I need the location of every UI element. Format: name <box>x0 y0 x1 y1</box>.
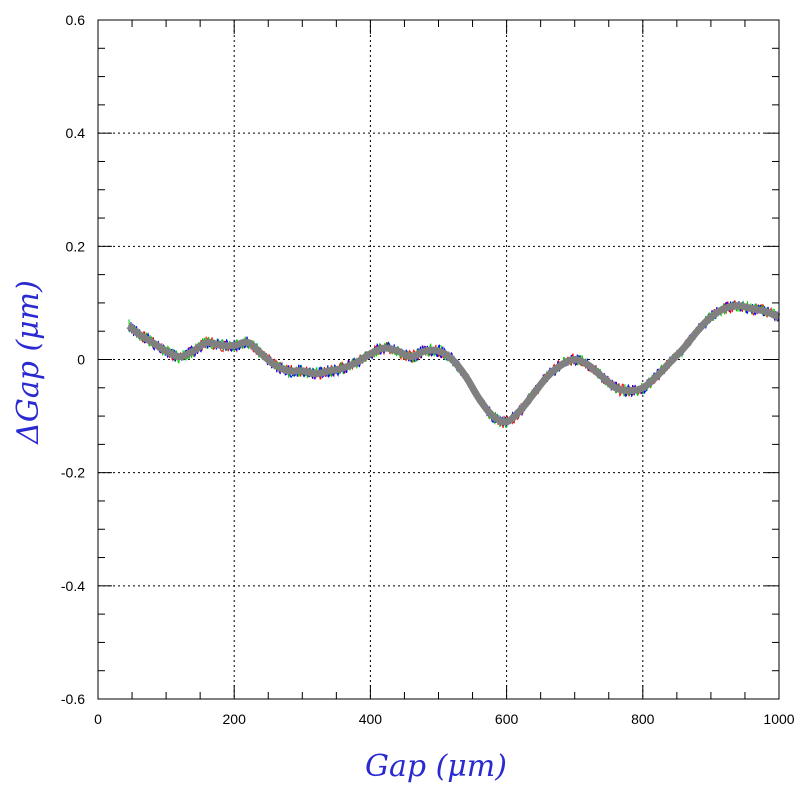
series-lines <box>125 302 782 426</box>
y-tick-label: 0 <box>77 352 85 368</box>
y-tick-label: 0.2 <box>66 238 86 254</box>
x-axis-title: Gap (μm) <box>365 749 507 784</box>
x-tick-label: 0 <box>94 711 102 727</box>
x-tick-label: 400 <box>359 711 383 727</box>
x-tick-label: 600 <box>495 711 519 727</box>
tick-marks <box>97 19 780 700</box>
y-tick-label: -0.2 <box>61 465 85 481</box>
x-tick-label: 200 <box>223 711 247 727</box>
noise-trace-2 <box>128 301 780 427</box>
y-tick-label: 0.4 <box>66 125 86 141</box>
y-axis-title: ΔGap (μm) <box>11 280 46 445</box>
series-line <box>125 302 782 426</box>
x-tick-label: 800 <box>631 711 655 727</box>
y-tick-label: 0.6 <box>66 12 86 28</box>
x-tick-labels: 0 200 400 600 800 1000 <box>94 711 795 727</box>
y-tick-label: -0.6 <box>61 691 85 707</box>
y-tick-label: -0.4 <box>61 578 85 594</box>
x-tick-label: 1000 <box>763 711 794 727</box>
y-tick-labels: -0.6 -0.4 -0.2 0 0.2 0.4 0.6 <box>61 12 85 707</box>
grid-lines <box>98 20 779 699</box>
